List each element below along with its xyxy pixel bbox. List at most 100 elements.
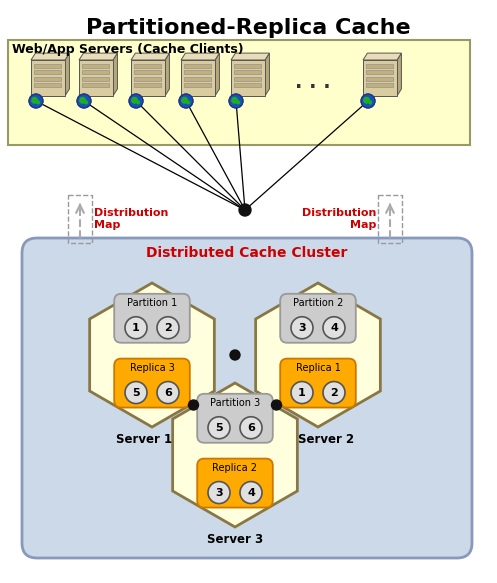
FancyBboxPatch shape [234,76,261,80]
Circle shape [36,100,40,104]
FancyBboxPatch shape [234,83,261,87]
FancyBboxPatch shape [134,64,161,68]
FancyBboxPatch shape [197,459,273,508]
FancyBboxPatch shape [8,40,470,145]
FancyBboxPatch shape [82,64,109,68]
Text: Replica 3: Replica 3 [130,363,174,373]
Text: Replica 2: Replica 2 [213,462,257,473]
FancyBboxPatch shape [366,83,393,87]
Circle shape [157,381,179,403]
Text: 4: 4 [330,323,338,333]
FancyBboxPatch shape [366,70,393,74]
Polygon shape [215,53,219,96]
FancyBboxPatch shape [31,60,65,96]
Polygon shape [89,283,214,427]
Text: Distribution
Map: Distribution Map [302,208,376,230]
Circle shape [323,317,345,339]
Circle shape [361,94,375,108]
FancyBboxPatch shape [114,359,190,408]
Polygon shape [181,53,219,60]
FancyBboxPatch shape [234,64,261,68]
Polygon shape [113,53,117,96]
Circle shape [271,400,281,410]
Text: Web/App Servers (Cache Clients): Web/App Servers (Cache Clients) [12,43,244,56]
Circle shape [291,381,313,403]
Circle shape [229,94,243,108]
Text: 1: 1 [298,388,306,398]
Text: 5: 5 [132,388,140,398]
Polygon shape [65,53,70,96]
Polygon shape [363,53,402,60]
Circle shape [230,350,240,360]
FancyBboxPatch shape [363,60,397,96]
Circle shape [208,482,230,504]
Circle shape [368,100,372,104]
FancyBboxPatch shape [184,70,211,74]
FancyBboxPatch shape [184,64,211,68]
FancyBboxPatch shape [82,83,109,87]
Text: Server 2: Server 2 [298,433,354,446]
FancyBboxPatch shape [197,394,273,442]
FancyBboxPatch shape [181,60,215,96]
Circle shape [77,94,91,108]
FancyBboxPatch shape [34,83,61,87]
Circle shape [131,97,138,104]
Circle shape [79,97,86,104]
Circle shape [240,417,262,439]
FancyBboxPatch shape [79,60,113,96]
Circle shape [240,482,262,504]
Circle shape [236,100,240,104]
FancyBboxPatch shape [114,294,190,343]
Circle shape [188,400,198,410]
Circle shape [136,100,140,104]
Text: Distribution
Map: Distribution Map [94,208,168,230]
Circle shape [239,204,251,216]
Text: Server 1: Server 1 [116,433,172,446]
FancyBboxPatch shape [280,359,356,408]
FancyBboxPatch shape [134,83,161,87]
Polygon shape [131,53,169,60]
Polygon shape [231,53,269,60]
FancyBboxPatch shape [134,76,161,80]
FancyBboxPatch shape [366,64,393,68]
Text: Partition 1: Partition 1 [127,298,177,308]
Text: 4: 4 [247,487,255,497]
Text: 5: 5 [215,423,223,433]
Text: Server 3: Server 3 [207,533,263,546]
Polygon shape [265,53,269,96]
Text: 1: 1 [132,323,140,333]
Circle shape [291,317,313,339]
Polygon shape [255,283,380,427]
Polygon shape [397,53,402,96]
Text: . . .: . . . [295,73,331,93]
Polygon shape [31,53,70,60]
FancyBboxPatch shape [184,76,211,80]
Circle shape [323,381,345,403]
Text: 2: 2 [164,323,172,333]
Polygon shape [165,53,169,96]
Text: Partition 2: Partition 2 [293,298,343,308]
Circle shape [31,97,38,104]
FancyBboxPatch shape [34,64,61,68]
Circle shape [157,317,179,339]
Circle shape [208,417,230,439]
FancyBboxPatch shape [184,83,211,87]
Circle shape [179,94,193,108]
Circle shape [29,94,43,108]
Circle shape [181,97,188,104]
Text: 3: 3 [298,323,306,333]
FancyBboxPatch shape [280,294,356,343]
Circle shape [186,100,190,104]
Circle shape [125,317,147,339]
Polygon shape [79,53,117,60]
Text: 6: 6 [164,388,172,398]
Text: Partitioned-Replica Cache: Partitioned-Replica Cache [85,18,411,38]
FancyBboxPatch shape [231,60,265,96]
Text: Partition 3: Partition 3 [210,398,260,408]
FancyBboxPatch shape [134,70,161,74]
Circle shape [125,381,147,403]
FancyBboxPatch shape [234,70,261,74]
Circle shape [129,94,143,108]
FancyBboxPatch shape [82,76,109,80]
FancyBboxPatch shape [22,238,472,558]
